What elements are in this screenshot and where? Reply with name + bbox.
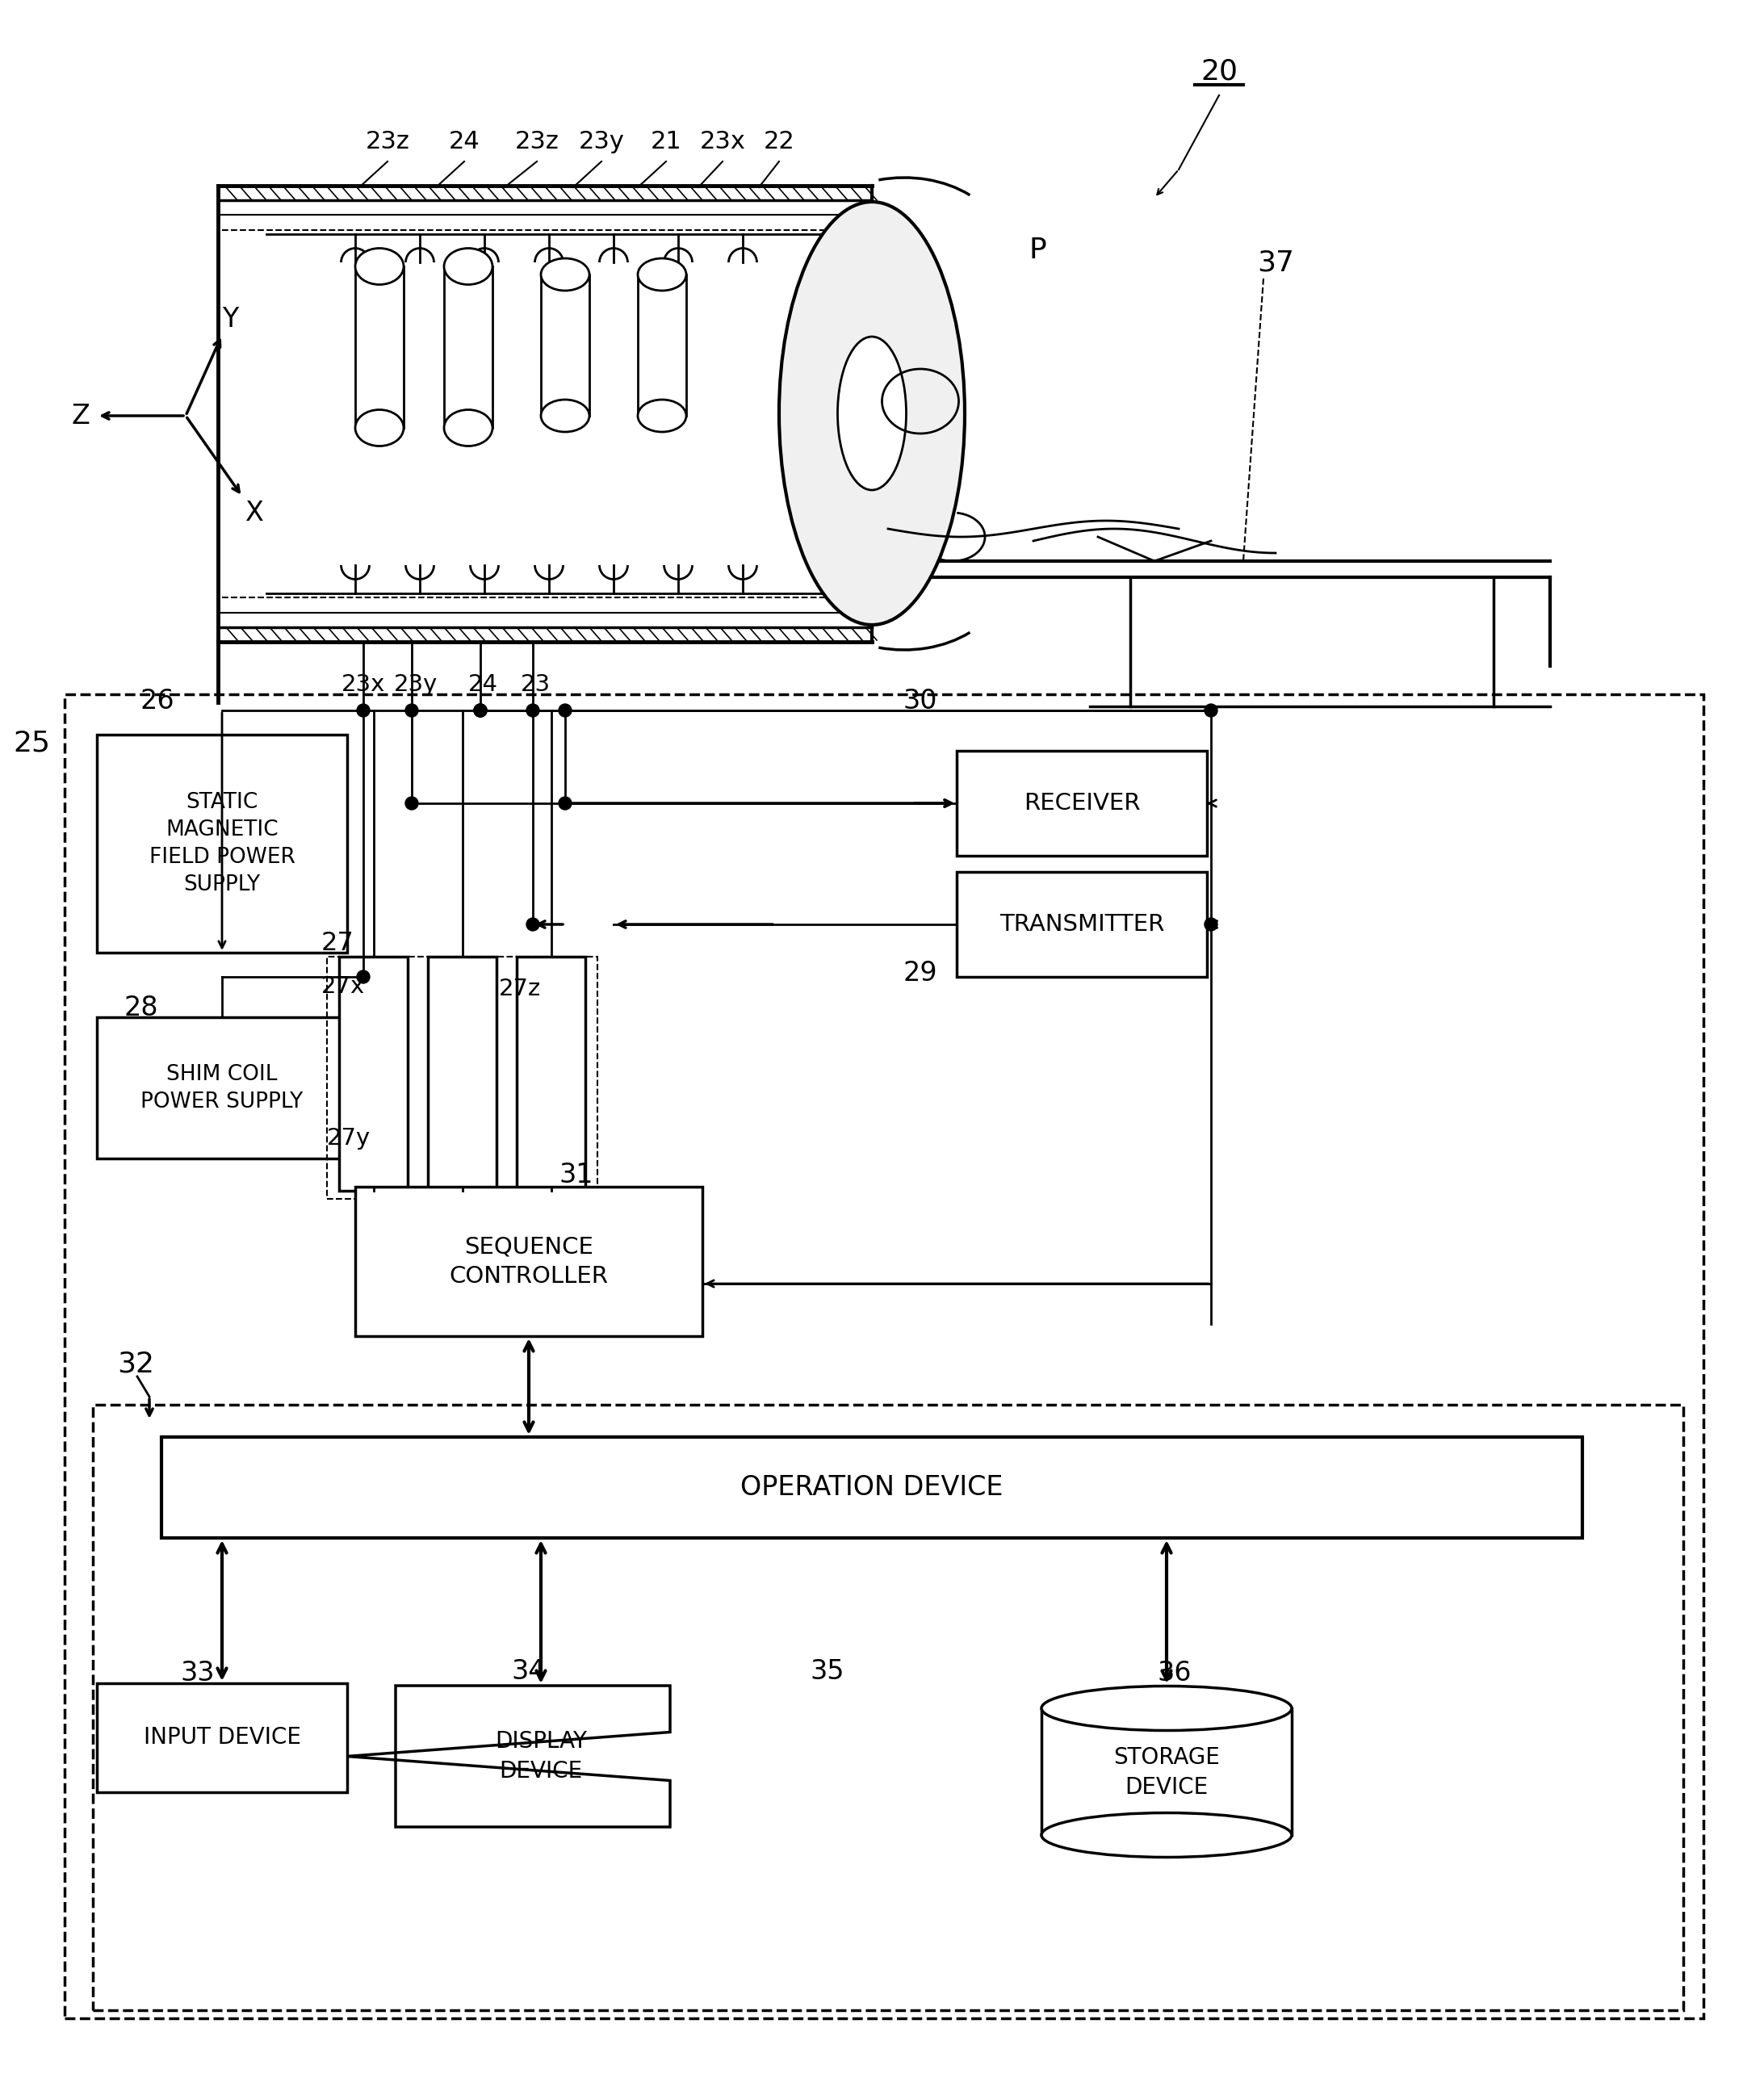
Bar (97, 734, 348, 952)
Text: Z: Z (72, 402, 90, 429)
Text: 29: 29 (903, 960, 937, 985)
Text: 22: 22 (764, 129, 796, 153)
Text: 23y: 23y (579, 129, 624, 153)
Bar (339, 956, 407, 1190)
Text: 21: 21 (651, 129, 681, 153)
Text: 23x: 23x (700, 129, 746, 153)
Polygon shape (348, 1686, 670, 1827)
Circle shape (356, 703, 370, 718)
Ellipse shape (639, 259, 686, 290)
Text: SHIM COIL
POWER SUPPLY: SHIM COIL POWER SUPPLY (141, 1064, 303, 1112)
Bar (162, 1437, 1582, 1539)
Ellipse shape (355, 249, 404, 284)
Text: 35: 35 (810, 1657, 845, 1684)
Text: SEQUENCE
CONTROLLER: SEQUENCE CONTROLLER (450, 1236, 609, 1288)
Text: 27: 27 (321, 931, 355, 956)
Text: 37: 37 (1258, 249, 1295, 276)
Ellipse shape (542, 259, 589, 290)
Text: 28: 28 (123, 993, 159, 1020)
Text: 34: 34 (512, 1657, 545, 1684)
Text: DISPLAY
DEVICE: DISPLAY DEVICE (496, 1730, 587, 1782)
Text: 36: 36 (1157, 1659, 1192, 1686)
Bar (956, 871, 1207, 977)
Text: 23x: 23x (342, 674, 385, 697)
Text: 24: 24 (467, 674, 497, 697)
Bar (956, 751, 1207, 857)
Text: X: X (245, 500, 263, 527)
Ellipse shape (542, 400, 589, 431)
Text: 27x: 27x (321, 975, 365, 998)
Bar (355, 1186, 702, 1336)
Ellipse shape (1041, 1813, 1291, 1856)
Ellipse shape (838, 336, 907, 489)
Bar (355, 265, 404, 427)
Text: RECEIVER: RECEIVER (1023, 792, 1140, 815)
Text: 23y: 23y (393, 674, 437, 697)
Bar (326, 956, 598, 1199)
Ellipse shape (445, 411, 492, 446)
Text: Y: Y (222, 305, 238, 332)
Bar (97, 1684, 348, 1792)
Bar (65, 695, 1704, 2018)
Text: P: P (1028, 236, 1046, 263)
Ellipse shape (1041, 1686, 1291, 1730)
Text: STATIC
MAGNETIC
FIELD POWER
SUPPLY: STATIC MAGNETIC FIELD POWER SUPPLY (148, 792, 295, 896)
Circle shape (526, 919, 540, 931)
Bar (97, 1016, 348, 1159)
Bar (542, 274, 589, 415)
Circle shape (475, 703, 487, 718)
Circle shape (559, 703, 572, 718)
Bar (445, 265, 492, 427)
Ellipse shape (639, 400, 686, 431)
Text: INPUT DEVICE: INPUT DEVICE (143, 1726, 300, 1748)
Bar (429, 956, 496, 1190)
Text: 31: 31 (559, 1161, 593, 1188)
Ellipse shape (355, 411, 404, 446)
Circle shape (1205, 703, 1217, 718)
Text: 23: 23 (520, 674, 550, 697)
Circle shape (1205, 919, 1217, 931)
Bar (517, 956, 586, 1190)
Circle shape (356, 971, 370, 983)
Text: 26: 26 (139, 686, 175, 713)
Circle shape (475, 703, 487, 718)
Text: 33: 33 (180, 1659, 215, 1686)
Text: 23z: 23z (365, 129, 409, 153)
Circle shape (526, 703, 540, 718)
Text: 27y: 27y (326, 1126, 370, 1149)
Text: 27z: 27z (499, 977, 542, 1000)
Text: STORAGE
DEVICE: STORAGE DEVICE (1113, 1746, 1221, 1798)
Bar (639, 274, 686, 415)
Text: 25: 25 (12, 728, 49, 757)
Text: TRANSMITTER: TRANSMITTER (1000, 913, 1164, 935)
Circle shape (559, 796, 572, 809)
Circle shape (475, 703, 487, 718)
Text: 24: 24 (448, 129, 480, 153)
Bar (1041, 1709, 1291, 1835)
Text: OPERATION DEVICE: OPERATION DEVICE (741, 1475, 1004, 1502)
Ellipse shape (780, 201, 965, 624)
Text: 30: 30 (903, 686, 937, 713)
Text: 23z: 23z (515, 129, 559, 153)
Ellipse shape (445, 249, 492, 284)
Circle shape (406, 703, 418, 718)
Text: 32: 32 (116, 1350, 153, 1377)
Text: 20: 20 (1201, 58, 1238, 85)
Circle shape (406, 796, 418, 809)
Bar (93, 1404, 1683, 2010)
